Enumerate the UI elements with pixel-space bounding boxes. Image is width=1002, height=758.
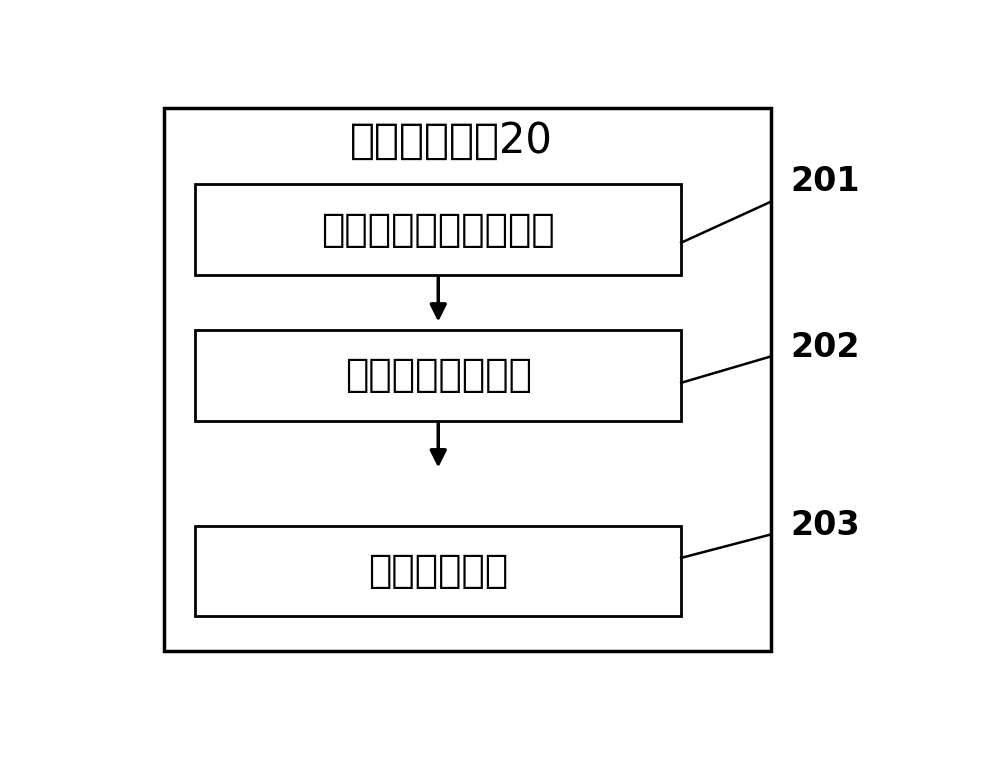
Text: 202: 202	[790, 331, 859, 365]
Text: 数据筛选模块20: 数据筛选模块20	[350, 120, 553, 161]
Text: 203: 203	[790, 509, 859, 542]
Bar	[195, 330, 680, 421]
Text: 用户血压模型建立模块: 用户血压模型建立模块	[321, 211, 554, 249]
Text: 血压分级模块: 血压分级模块	[368, 552, 508, 590]
Bar	[195, 184, 680, 275]
Text: 201: 201	[790, 165, 859, 198]
Bar	[164, 108, 770, 651]
Bar	[195, 526, 680, 616]
Text: 异常血压判断模块: 异常血压判断模块	[345, 356, 531, 394]
